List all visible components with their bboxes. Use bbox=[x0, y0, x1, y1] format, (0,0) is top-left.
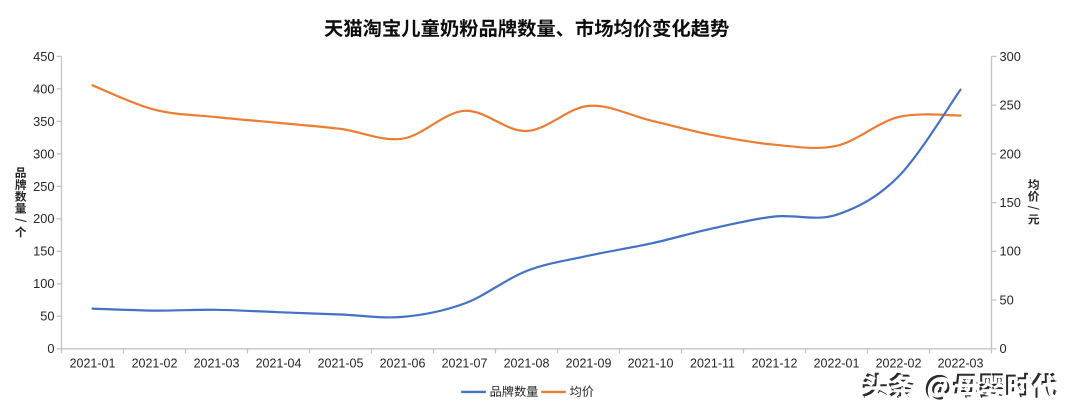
svg-text:50: 50 bbox=[40, 309, 54, 324]
svg-text:50: 50 bbox=[1000, 293, 1014, 308]
svg-text:2022-02: 2022-02 bbox=[876, 357, 922, 371]
svg-text:2021-02: 2021-02 bbox=[132, 357, 178, 371]
svg-text:200: 200 bbox=[33, 211, 54, 226]
svg-text:300: 300 bbox=[1000, 49, 1021, 64]
svg-text:2021-08: 2021-08 bbox=[504, 357, 550, 371]
svg-text:150: 150 bbox=[33, 244, 54, 259]
svg-text:2021-10: 2021-10 bbox=[628, 357, 674, 371]
svg-text:2021-06: 2021-06 bbox=[380, 357, 426, 371]
svg-text:200: 200 bbox=[1000, 146, 1021, 161]
svg-text:2021-09: 2021-09 bbox=[566, 357, 612, 371]
svg-text:350: 350 bbox=[33, 114, 54, 129]
svg-text:2022-03: 2022-03 bbox=[938, 357, 984, 371]
svg-text:450: 450 bbox=[33, 49, 54, 64]
svg-text:2021-04: 2021-04 bbox=[256, 357, 302, 371]
svg-text:150: 150 bbox=[1000, 195, 1021, 210]
svg-text:2022-01: 2022-01 bbox=[814, 357, 860, 371]
svg-text:2021-12: 2021-12 bbox=[752, 357, 798, 371]
svg-text:100: 100 bbox=[33, 276, 54, 291]
svg-text:300: 300 bbox=[33, 146, 54, 161]
svg-text:2021-11: 2021-11 bbox=[690, 357, 735, 371]
svg-text:2021-05: 2021-05 bbox=[318, 357, 364, 371]
svg-text:0: 0 bbox=[47, 341, 54, 356]
svg-text:2021-07: 2021-07 bbox=[442, 357, 488, 371]
svg-text:0: 0 bbox=[1000, 341, 1007, 356]
svg-text:250: 250 bbox=[1000, 98, 1021, 113]
svg-text:100: 100 bbox=[1000, 244, 1021, 259]
svg-text:250: 250 bbox=[33, 179, 54, 194]
svg-text:400: 400 bbox=[33, 81, 54, 96]
svg-text:2021-03: 2021-03 bbox=[194, 357, 240, 371]
svg-text:2021-01: 2021-01 bbox=[70, 357, 116, 371]
